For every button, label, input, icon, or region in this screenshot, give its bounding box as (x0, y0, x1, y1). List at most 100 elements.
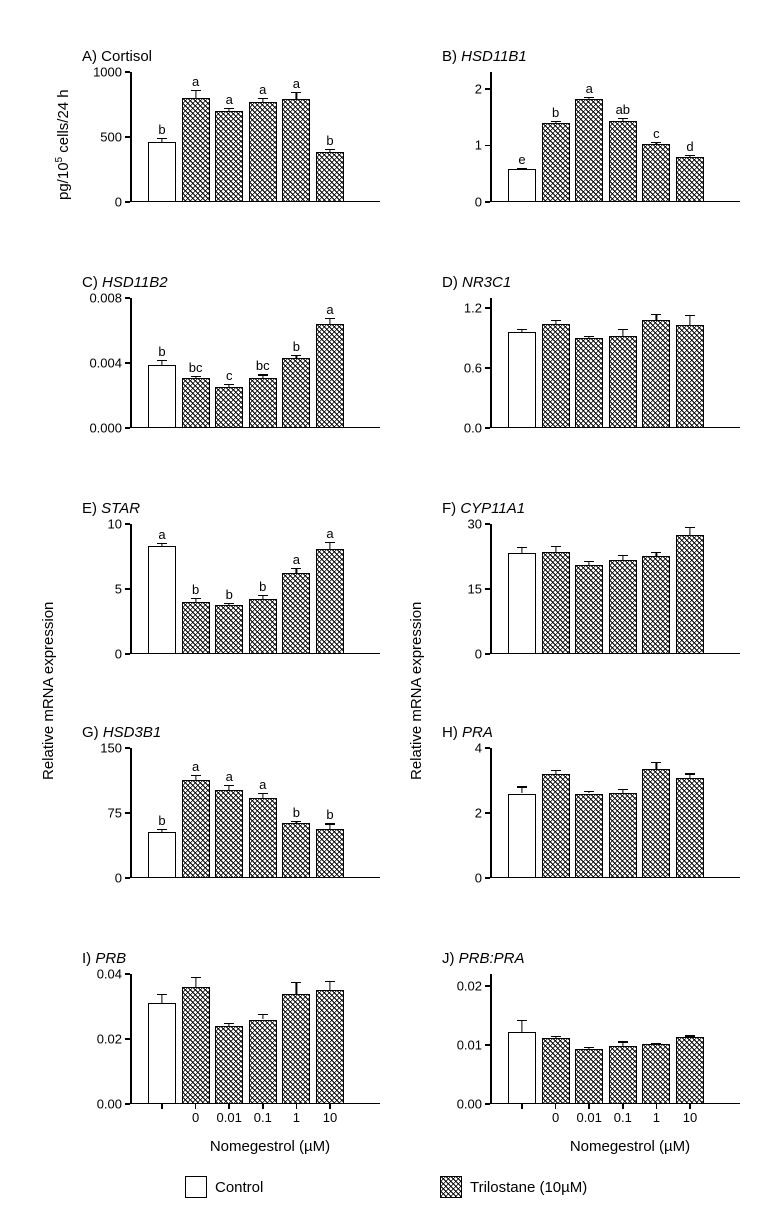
xtick-mark (329, 1104, 331, 1109)
error-cap (685, 773, 695, 774)
significance-letter: b (158, 344, 165, 359)
y-axis-line (490, 298, 492, 428)
bar-trilostane (215, 111, 243, 202)
ytick-label: 0 (430, 195, 482, 210)
significance-letter: a (326, 302, 333, 317)
error-cap (224, 1023, 234, 1024)
ytick-mark (125, 136, 130, 138)
bar-trilostane (215, 790, 243, 878)
significance-letter: a (158, 527, 165, 542)
ytick-mark (125, 653, 130, 655)
xtick-mark (296, 1104, 298, 1109)
ytick-mark (485, 523, 490, 525)
error-cap (191, 90, 201, 91)
legend-control: Control (185, 1176, 263, 1198)
chart-J: 0.000.010.0200.010.1110 (490, 974, 740, 1104)
bar-trilostane (249, 1020, 277, 1105)
ytick-label: 0.02 (430, 978, 482, 993)
error-cap (325, 981, 335, 982)
ytick-label: 1.2 (430, 301, 482, 316)
panel-title-B: B) HSD11B1 (442, 48, 527, 65)
ytick-label: 0 (70, 647, 122, 662)
xtick-mark (262, 1104, 264, 1109)
ytick-mark (125, 973, 130, 975)
significance-letter: b (226, 587, 233, 602)
bar-trilostane (676, 157, 704, 202)
bar-trilostane (575, 99, 603, 202)
bar-trilostane (182, 602, 210, 654)
significance-letter: b (326, 133, 333, 148)
ytick-label: 0.02 (70, 1032, 122, 1047)
xtick-label: 1 (653, 1110, 660, 1125)
error-cap (325, 542, 335, 543)
panel-title-A: A) Cortisol (82, 48, 152, 65)
y-axis-line (130, 72, 132, 202)
error-cap (618, 329, 628, 330)
bar-trilostane (542, 774, 570, 878)
error-cap (584, 336, 594, 337)
ytick-label: 0.00 (430, 1097, 482, 1112)
bar-control (508, 169, 536, 202)
ytick-mark (125, 588, 130, 590)
error-cap (551, 121, 561, 122)
error-cap (651, 762, 661, 763)
ytick-mark (485, 812, 490, 814)
bar-trilostane (609, 560, 637, 654)
bar-trilostane (282, 823, 310, 878)
legend-label-control: Control (215, 1179, 263, 1196)
bar-trilostane (542, 1038, 570, 1104)
significance-letter: b (552, 105, 559, 120)
ytick-mark (125, 201, 130, 203)
bar-trilostane (249, 798, 277, 878)
ytick-label: 0 (430, 871, 482, 886)
error-cap (584, 561, 594, 562)
error-cap (291, 982, 301, 983)
bar-trilostane (642, 320, 670, 428)
panel-title-J: J) PRB:PRA (442, 950, 525, 967)
yaxis-title-right: Relative mRNA expression (408, 602, 425, 780)
bar-trilostane (316, 990, 344, 1104)
error-cap (258, 793, 268, 794)
ytick-mark (125, 1103, 130, 1105)
bar-trilostane (249, 378, 277, 428)
chart-G: 075150baaabb (130, 748, 380, 878)
significance-letter: b (158, 122, 165, 137)
significance-letter: a (259, 777, 266, 792)
significance-letter: e (518, 152, 525, 167)
ytick-label: 0.008 (70, 291, 122, 306)
ytick-label: 75 (70, 806, 122, 821)
ytick-label: 0 (70, 871, 122, 886)
error-bar (521, 1020, 522, 1032)
bar-control (508, 1032, 536, 1104)
significance-letter: b (326, 807, 333, 822)
error-cap (551, 320, 561, 321)
significance-letter: c (653, 126, 660, 141)
ytick-mark (485, 653, 490, 655)
xtick-mark (228, 1104, 230, 1109)
error-cap (325, 149, 335, 150)
ytick-mark (125, 747, 130, 749)
ytick-mark (125, 71, 130, 73)
bar-trilostane (282, 994, 310, 1105)
ytick-mark (125, 812, 130, 814)
error-cap (517, 547, 527, 548)
ytick-mark (485, 588, 490, 590)
bar-trilostane (542, 123, 570, 202)
legend-swatch-trilostane (440, 1176, 462, 1198)
error-bar (689, 527, 690, 536)
panel-title-I: I) PRB (82, 950, 126, 967)
error-cap (685, 527, 695, 528)
error-cap (191, 977, 201, 978)
xaxis-title-left: Nomegestrol (µM) (210, 1138, 330, 1155)
error-cap (618, 789, 628, 790)
panel-title-G: G) HSD3B1 (82, 724, 161, 741)
error-cap (551, 770, 561, 771)
error-cap (584, 97, 594, 98)
chart-E: 0510abbbaa (130, 524, 380, 654)
bar-trilostane (642, 144, 670, 202)
ytick-label: 0.00 (70, 1097, 122, 1112)
error-cap (325, 318, 335, 319)
xaxis-title-right: Nomegestrol (µM) (570, 1138, 690, 1155)
error-cap (325, 823, 335, 824)
error-bar (329, 981, 330, 991)
